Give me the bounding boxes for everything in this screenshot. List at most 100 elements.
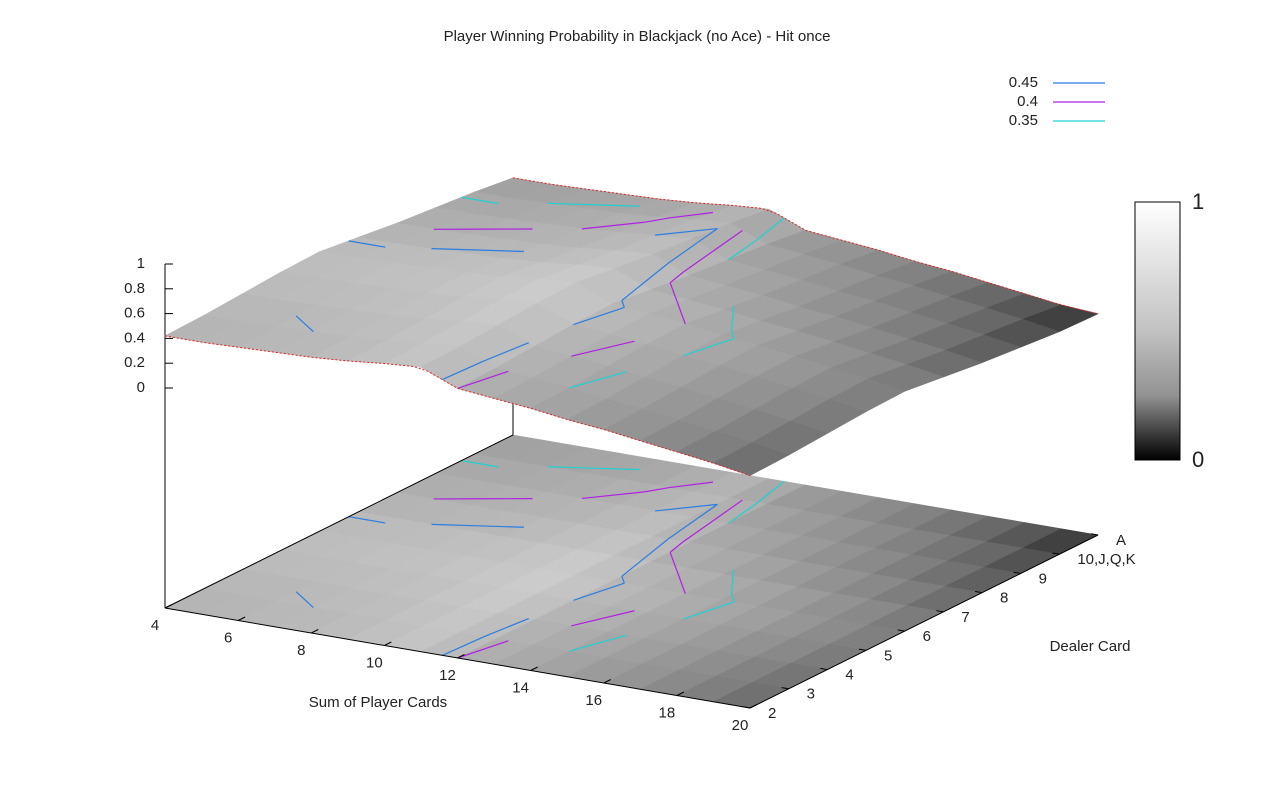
contour-line bbox=[569, 371, 627, 389]
contour-line bbox=[697, 228, 718, 243]
contour-line bbox=[621, 300, 625, 308]
y-tick-label: 2 bbox=[768, 705, 776, 722]
contour-line bbox=[461, 460, 499, 468]
y-tick bbox=[858, 648, 867, 651]
x-tick-label: 20 bbox=[732, 717, 749, 734]
contour-line bbox=[442, 636, 485, 656]
contour-line bbox=[730, 594, 735, 603]
contour-line bbox=[573, 306, 625, 326]
contour-line bbox=[677, 572, 686, 594]
contour-line bbox=[669, 552, 676, 567]
x-tick bbox=[311, 629, 319, 634]
x-tick-label: 8 bbox=[297, 642, 305, 659]
contour-line bbox=[677, 303, 686, 325]
y-tick bbox=[974, 590, 983, 594]
contour-line bbox=[654, 503, 718, 512]
contour-line bbox=[669, 481, 714, 489]
y-tick bbox=[781, 687, 789, 690]
y-tick-label: A bbox=[1116, 532, 1126, 549]
contour-line bbox=[669, 211, 714, 219]
z-tick-label: 0.4 bbox=[124, 329, 145, 346]
contour-line bbox=[295, 315, 314, 333]
z-tick-label: 0.2 bbox=[124, 354, 145, 371]
contour-line bbox=[547, 202, 594, 206]
y-axis-label: Dealer Card bbox=[1050, 638, 1131, 655]
colorbar: 01 bbox=[1134, 189, 1204, 472]
y-tick bbox=[897, 629, 905, 632]
z-tick-label: 0 bbox=[137, 379, 145, 396]
x-tick-label: 6 bbox=[224, 629, 232, 646]
x-tick-label: 10 bbox=[366, 654, 383, 671]
y-tick-label: 10,J,Q,K bbox=[1077, 551, 1135, 568]
contour-line bbox=[621, 559, 643, 577]
y-tick bbox=[936, 610, 944, 613]
legend-label: 0.45 bbox=[1009, 74, 1038, 91]
y-tick-label: 3 bbox=[807, 686, 815, 703]
contour-line bbox=[683, 250, 714, 273]
base-map bbox=[164, 434, 1099, 709]
base-edge bbox=[164, 434, 514, 609]
colorbar-tick-label: 1 bbox=[1192, 189, 1204, 214]
x-tick-label: 14 bbox=[512, 679, 529, 696]
contour-line bbox=[593, 467, 640, 471]
contour-line bbox=[667, 517, 699, 540]
chart-title: Player Winning Probability in Blackjack … bbox=[444, 28, 831, 45]
x-axis-label: Sum of Player Cards bbox=[309, 694, 447, 711]
contour-line bbox=[667, 241, 699, 264]
contour-line bbox=[730, 331, 735, 339]
contour-line bbox=[727, 502, 759, 524]
contour-line bbox=[712, 499, 743, 522]
surface bbox=[164, 177, 1099, 477]
contour-line bbox=[571, 610, 635, 627]
x-tick bbox=[457, 654, 465, 659]
contour-line bbox=[457, 370, 509, 389]
contour-line bbox=[730, 312, 734, 332]
contour-line bbox=[674, 296, 679, 304]
contour-line bbox=[644, 217, 670, 223]
contour-line bbox=[547, 466, 594, 469]
contour-line bbox=[644, 486, 670, 493]
z-tick-label: 0.6 bbox=[124, 305, 145, 322]
contour-line bbox=[757, 480, 785, 504]
contour-line bbox=[581, 491, 645, 500]
y-tick-label: 7 bbox=[961, 609, 969, 626]
y-tick bbox=[742, 706, 751, 709]
contour-line bbox=[483, 617, 529, 638]
contour-line bbox=[641, 262, 669, 285]
contour-line bbox=[682, 601, 735, 620]
x-tick bbox=[384, 641, 392, 646]
x-tick bbox=[676, 691, 685, 696]
y-tick bbox=[1013, 571, 1021, 574]
contour-line bbox=[674, 565, 679, 574]
contour-line bbox=[348, 516, 386, 524]
x-tick bbox=[749, 704, 758, 709]
contour-line bbox=[477, 525, 524, 528]
contour-line bbox=[581, 221, 645, 230]
legend: 0.45 0.4 0.35 bbox=[1009, 74, 1105, 129]
contour-line bbox=[727, 238, 759, 261]
contour-line bbox=[730, 575, 734, 596]
y-tick-label: 8 bbox=[1000, 590, 1008, 607]
contour-line bbox=[732, 569, 735, 577]
y-tick-label: 6 bbox=[923, 628, 931, 645]
x-tick bbox=[237, 616, 246, 621]
x-tick-label: 12 bbox=[439, 667, 456, 684]
contour-line bbox=[621, 576, 625, 584]
contour-line bbox=[593, 204, 640, 207]
contour-line bbox=[669, 271, 684, 284]
contour-line bbox=[712, 229, 743, 252]
z-tick-label: 1 bbox=[137, 255, 145, 272]
contour-line bbox=[654, 227, 718, 236]
legend-label: 0.35 bbox=[1009, 112, 1038, 129]
contour-line bbox=[571, 340, 635, 357]
x-tick bbox=[530, 666, 538, 671]
x-tick-label: 4 bbox=[151, 617, 159, 634]
axes-frame: 00.20.40.60.814681012141618202345678910,… bbox=[124, 215, 1136, 734]
colorbar-gradient bbox=[1134, 201, 1181, 461]
contour-line bbox=[569, 634, 627, 652]
contour-line bbox=[697, 503, 718, 519]
contour-line bbox=[683, 520, 714, 543]
y-tick bbox=[1090, 533, 1099, 536]
y-tick-label: 4 bbox=[845, 667, 853, 684]
